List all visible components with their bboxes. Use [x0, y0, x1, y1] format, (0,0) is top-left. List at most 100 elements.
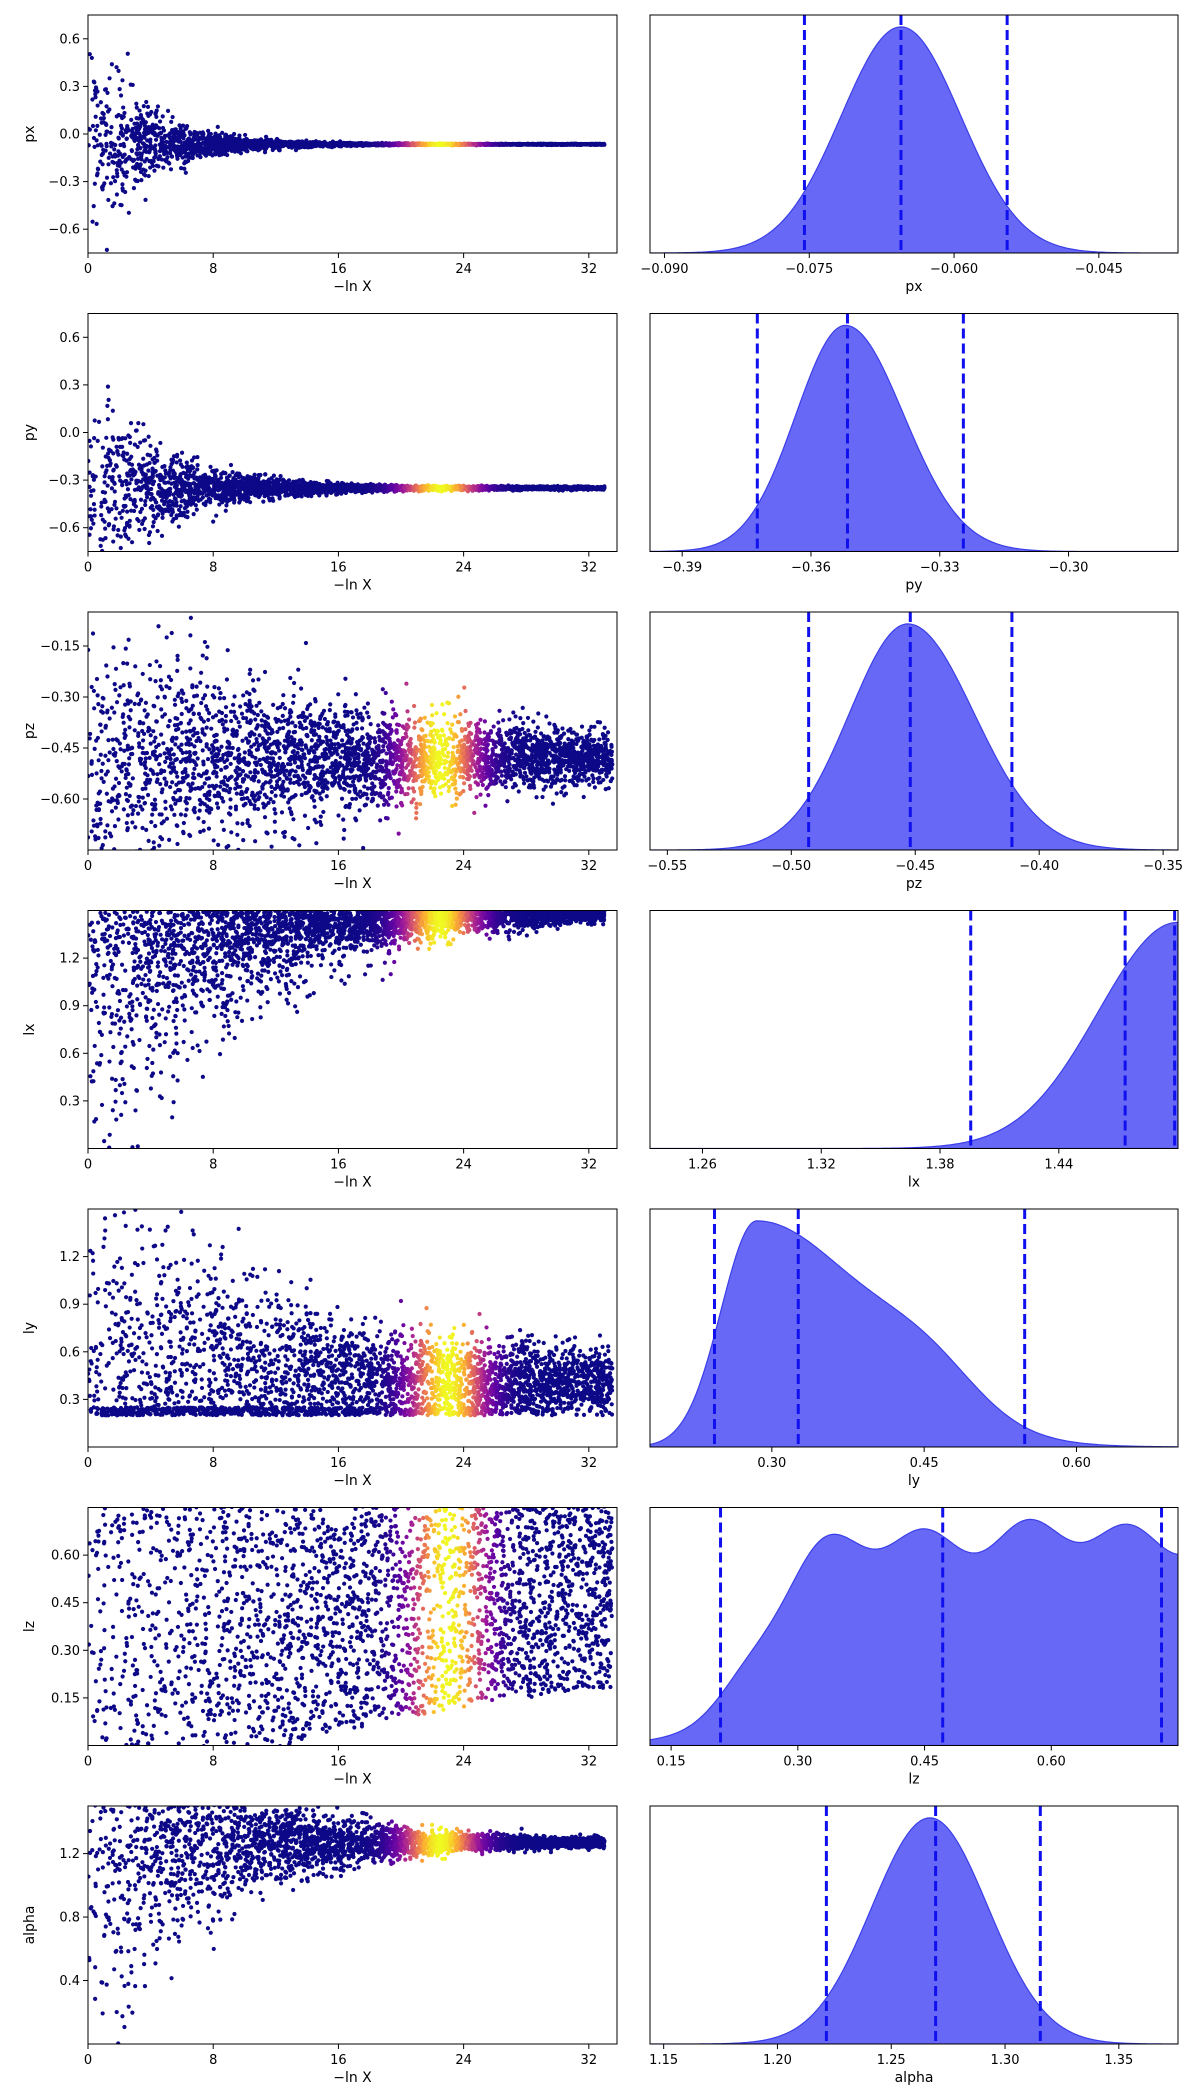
trace-point	[216, 139, 221, 145]
trace-point	[121, 105, 126, 110]
trace-point	[467, 142, 472, 147]
trace-point	[137, 108, 142, 113]
trace-point	[94, 221, 99, 226]
trace-point	[415, 142, 420, 147]
trace-panel-py: 0 8 16 24 32−0.6−0.30.00.30.6−ln Xpy	[22, 313, 618, 594]
trace-point	[120, 508, 125, 513]
trace-point	[90, 97, 95, 102]
trace-point	[103, 87, 109, 92]
trace-point	[155, 453, 160, 458]
trace-point	[243, 491, 248, 496]
trace-point	[232, 131, 237, 137]
trace-point	[290, 142, 295, 147]
trace-point	[160, 114, 165, 119]
trace-point	[118, 202, 123, 208]
trace-point	[237, 136, 242, 141]
trace-point	[511, 142, 517, 147]
trace-point	[247, 138, 253, 144]
trace-point	[232, 149, 237, 154]
trace-point	[210, 153, 215, 158]
trace-point	[100, 445, 105, 450]
trace-point	[101, 147, 106, 152]
trace-point	[182, 140, 187, 145]
trace-point	[125, 509, 130, 514]
trace-point	[348, 142, 354, 147]
trace-point	[112, 147, 117, 152]
trace-point	[194, 130, 199, 135]
trace-point	[341, 142, 346, 147]
trace-point	[105, 417, 110, 422]
trace-point	[125, 126, 130, 131]
trace-point	[141, 103, 146, 109]
trace-point	[139, 178, 144, 183]
trace-point	[101, 116, 106, 121]
trace-point	[181, 145, 186, 150]
trace-point	[262, 150, 268, 155]
trace-point	[129, 117, 134, 122]
trace-point	[167, 135, 173, 140]
trace-point	[99, 143, 104, 148]
trace-point	[92, 181, 97, 186]
trace-point	[125, 51, 130, 56]
trace-point	[106, 197, 111, 203]
trace-point	[103, 121, 108, 126]
trace-point	[313, 142, 319, 147]
trace-point	[135, 178, 140, 184]
trace-point	[137, 527, 142, 533]
trace-point	[143, 168, 148, 173]
trace-point	[128, 497, 133, 502]
trace-point	[102, 474, 107, 479]
trace-points-py	[88, 384, 607, 561]
trace-point	[93, 95, 98, 100]
trace-point	[183, 170, 188, 175]
trace-point	[181, 129, 186, 134]
trace-point	[156, 490, 161, 496]
trace-point	[565, 142, 570, 147]
trace-point	[106, 155, 111, 160]
x-tick-label: 24	[455, 262, 472, 277]
trace-point	[172, 148, 177, 153]
trace-point	[140, 141, 146, 146]
trace-point	[138, 162, 143, 167]
y-tick-label: −0.3	[48, 175, 80, 190]
trace-point	[150, 163, 156, 169]
x-tick-label: 32	[581, 262, 598, 277]
trace-point	[211, 519, 216, 524]
trace-point	[120, 186, 125, 191]
trace-point	[267, 138, 272, 143]
trace-point	[104, 175, 110, 180]
trace-point	[150, 482, 156, 487]
trace-point	[99, 152, 104, 158]
trace-point	[224, 145, 230, 150]
x-tick-label: −0.045	[1075, 262, 1123, 277]
trace-point	[195, 148, 201, 153]
trace-point	[104, 144, 109, 149]
trace-point	[463, 142, 468, 147]
plot-frame	[87, 14, 618, 254]
trace-point	[219, 150, 224, 155]
trace-point	[158, 130, 163, 136]
trace-point	[571, 142, 576, 147]
trace-point	[375, 141, 380, 146]
trace-point	[98, 100, 103, 105]
trace-point	[234, 138, 239, 144]
trace-point	[100, 548, 105, 552]
trace-point	[148, 443, 153, 448]
trace-point	[241, 138, 246, 144]
trace-point	[244, 145, 249, 151]
trace-point	[134, 105, 139, 110]
trace-point	[103, 132, 108, 137]
trace-point	[276, 142, 281, 147]
trace-ylabel: px	[22, 125, 38, 142]
trace-point	[88, 52, 92, 57]
trace-point	[115, 174, 120, 179]
trace-point	[228, 143, 233, 148]
trace-point	[125, 471, 130, 476]
trace-point	[257, 140, 262, 145]
trace-point	[129, 540, 135, 545]
trace-point	[128, 82, 133, 87]
trace-point	[99, 557, 103, 561]
trace-point	[257, 145, 262, 150]
trace-point	[120, 483, 125, 488]
